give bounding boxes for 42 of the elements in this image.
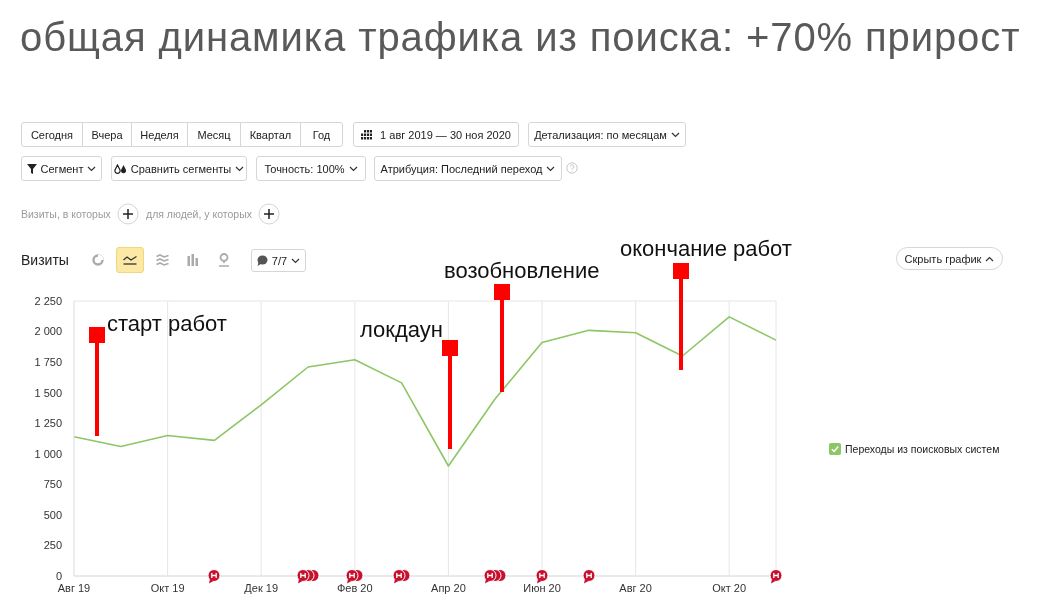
y-tick-label: 250: [43, 539, 62, 552]
y-tick-label: 1 000: [34, 447, 62, 460]
tab-button: Сегодня: [21, 122, 83, 147]
x-tick-label: Апр 20: [431, 581, 466, 594]
x-tick-label: Окт 20: [712, 581, 747, 594]
chart-title: общая динамика трафика из поиска: +70% прирост: [20, 15, 1021, 59]
y-tick-label: 500: [43, 508, 62, 521]
dropdown-button: Точность: 100%: [256, 156, 366, 181]
line-series: [73, 316, 777, 467]
annotation: старт работ: [107, 311, 227, 336]
annotation: локдаун: [360, 317, 443, 342]
tab-button: Квартал: [240, 122, 301, 147]
y-tick-label: 2 250: [34, 294, 62, 307]
tab-button: Год: [300, 122, 343, 147]
date-button: 1 авг 2019 — 30 ноя 2020: [353, 122, 519, 147]
y-tick-label: 750: [43, 478, 62, 491]
text: Визиты, в которых: [21, 208, 111, 220]
y-tick-label: 1 750: [34, 356, 62, 369]
y-tick-label: 2 000: [34, 325, 62, 338]
x-tick-label: Авг 20: [619, 581, 652, 594]
tab-button: Неделя: [131, 122, 188, 147]
y-tick-label: 0: [55, 569, 62, 582]
x-tick-label: Фев 20: [336, 581, 373, 594]
dropdown-button: Сравнить сегменты: [111, 156, 247, 181]
pill-button: Скрыть график: [896, 247, 1003, 270]
y-tick-label: 1 250: [34, 417, 62, 430]
x-tick-label: Окт 19: [150, 581, 185, 594]
tab-button: Месяц: [187, 122, 241, 147]
tab-button: Вчера: [82, 122, 132, 147]
y-axis-title: Визиты: [21, 252, 69, 268]
text: окончание работ: [620, 236, 792, 261]
legend-label: Переходы из поисковых систем: [845, 443, 1000, 455]
x-tick-label: Июн 20: [523, 581, 561, 594]
x-tick-label: Авг 19: [57, 581, 91, 594]
y-tick-label: 1 500: [34, 386, 62, 399]
dropdown-button: Атрибуция: Последний переход: [374, 156, 562, 181]
dropdown-button: Сегмент: [21, 156, 102, 181]
text: для людей, у которых: [146, 208, 252, 220]
dropdown-button: Детализация: по месяцам: [528, 122, 686, 147]
text: возобновление: [444, 258, 600, 283]
dropdown-button: 7/7: [251, 249, 306, 272]
x-tick-label: Дек 19: [244, 581, 279, 594]
